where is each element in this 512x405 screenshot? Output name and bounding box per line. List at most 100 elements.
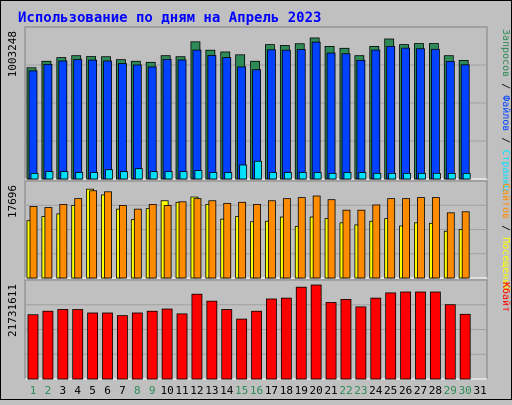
bar-kbytes <box>176 313 188 380</box>
bar-files <box>267 49 276 180</box>
x-tick-label: 10 <box>161 384 174 397</box>
x-tick-label: 25 <box>384 384 397 397</box>
bar-files <box>192 49 202 180</box>
bar-kbytes <box>87 312 99 380</box>
bar-pages <box>194 170 203 180</box>
bar-sites <box>357 209 366 279</box>
bar-sites <box>268 200 276 279</box>
bar-kbytes <box>370 297 382 380</box>
bar-sites <box>104 191 112 279</box>
bar-files <box>118 63 127 180</box>
bar-kbytes <box>459 313 471 380</box>
bar-kbytes <box>42 310 54 380</box>
bar-sites <box>431 197 440 279</box>
x-tick-label: 9 <box>149 384 156 397</box>
legend-entry: Страниц <box>500 143 511 191</box>
bar-sites <box>89 190 98 279</box>
bar-kbytes <box>251 310 262 380</box>
bar-kbytes <box>221 309 233 380</box>
bar-kbytes <box>161 308 173 380</box>
bottom-panel: 21731611 Кбайт <box>6 279 512 380</box>
bar-kbytes <box>191 293 203 380</box>
bar-kbytes <box>117 315 128 380</box>
panels: 1003248 Запросов / Файлов / Страниц 17696 С… <box>6 26 512 380</box>
bar-files <box>237 66 247 180</box>
bar-sites <box>208 200 217 279</box>
bar-sites <box>297 197 306 279</box>
bar-files <box>103 60 112 180</box>
bar-pages <box>120 171 128 180</box>
x-tick-label: 2 <box>45 384 52 397</box>
bar-pages <box>149 171 158 180</box>
bar-kbytes <box>400 291 411 380</box>
bar-sites <box>178 201 187 279</box>
bar-pages <box>388 172 397 180</box>
bar-kbytes <box>385 292 397 380</box>
bar-files <box>341 53 351 180</box>
legend-entry: / <box>500 77 511 89</box>
bar-files <box>58 60 68 180</box>
bar-pages <box>358 172 367 180</box>
x-tick-label: 15 <box>235 384 248 397</box>
bar-pages <box>373 172 382 180</box>
bar-kbytes <box>310 284 322 380</box>
bar-files <box>460 64 470 180</box>
bar-kbytes <box>57 309 69 380</box>
x-tick-label: 20 <box>310 384 323 397</box>
bar-pages <box>462 172 471 180</box>
bar-kbytes <box>72 309 84 380</box>
bar-kbytes <box>236 318 248 380</box>
x-tick-label: 17 <box>265 384 278 397</box>
bar-kbytes <box>146 310 158 380</box>
bar-files <box>207 55 217 180</box>
x-tick-label: 3 <box>59 384 66 397</box>
bar-pages <box>343 172 352 180</box>
x-tick-label: 5 <box>89 384 96 397</box>
x-tick-label: 28 <box>429 384 442 397</box>
legend-entry: Сайтов <box>500 183 512 219</box>
x-axis-day-labels: 1 2 3 4 5 6 7 8 9 10 11 12 13 14 15 16 17 18 19 20 21 22 23 24 2… <box>30 384 487 397</box>
bar-pages <box>239 164 248 180</box>
bar-kbytes <box>444 304 456 380</box>
legend-entry: Посещений <box>500 231 512 291</box>
bar-pages <box>447 172 456 180</box>
bar-sites <box>59 204 68 279</box>
x-tick-label: 21 <box>324 384 337 397</box>
bar-files <box>296 49 306 180</box>
bar-sites <box>372 204 381 279</box>
bar-pages <box>45 171 54 180</box>
legend-entry: Кбайт <box>500 282 512 312</box>
bar-pages <box>164 171 173 180</box>
bar-sites <box>193 198 202 279</box>
bar-kbytes <box>355 306 367 380</box>
bar-sites <box>163 205 172 279</box>
bar-sites <box>44 207 53 279</box>
bar-sites <box>119 205 127 279</box>
bar-pages <box>30 172 39 180</box>
bar-kbytes <box>206 300 218 380</box>
bar-files <box>281 49 291 180</box>
x-tick-label: 26 <box>399 384 412 397</box>
x-tick-label: 6 <box>104 384 111 397</box>
x-tick-label: 30 <box>459 384 472 397</box>
bar-files <box>326 52 336 180</box>
x-tick-label: 16 <box>250 384 263 397</box>
middle-legend: Сайтов / Посещений <box>500 183 512 291</box>
bar-sites <box>417 197 425 279</box>
middle-scale-label: 17696 <box>6 185 19 218</box>
bar-sites <box>223 202 232 279</box>
bar-pages <box>75 172 84 180</box>
bar-pages <box>105 169 113 180</box>
bar-pages <box>254 160 262 180</box>
bar-pages <box>209 172 218 180</box>
bar-kbytes <box>429 291 441 380</box>
bar-pages <box>269 172 277 180</box>
legend-entry: / <box>500 131 511 143</box>
top-scale-label: 1003248 <box>6 31 19 77</box>
bar-kbytes <box>295 286 307 380</box>
bar-pages <box>298 172 307 180</box>
bar-sites <box>387 198 396 279</box>
x-tick-label: 1 <box>30 384 37 397</box>
bar-pages <box>60 171 69 180</box>
